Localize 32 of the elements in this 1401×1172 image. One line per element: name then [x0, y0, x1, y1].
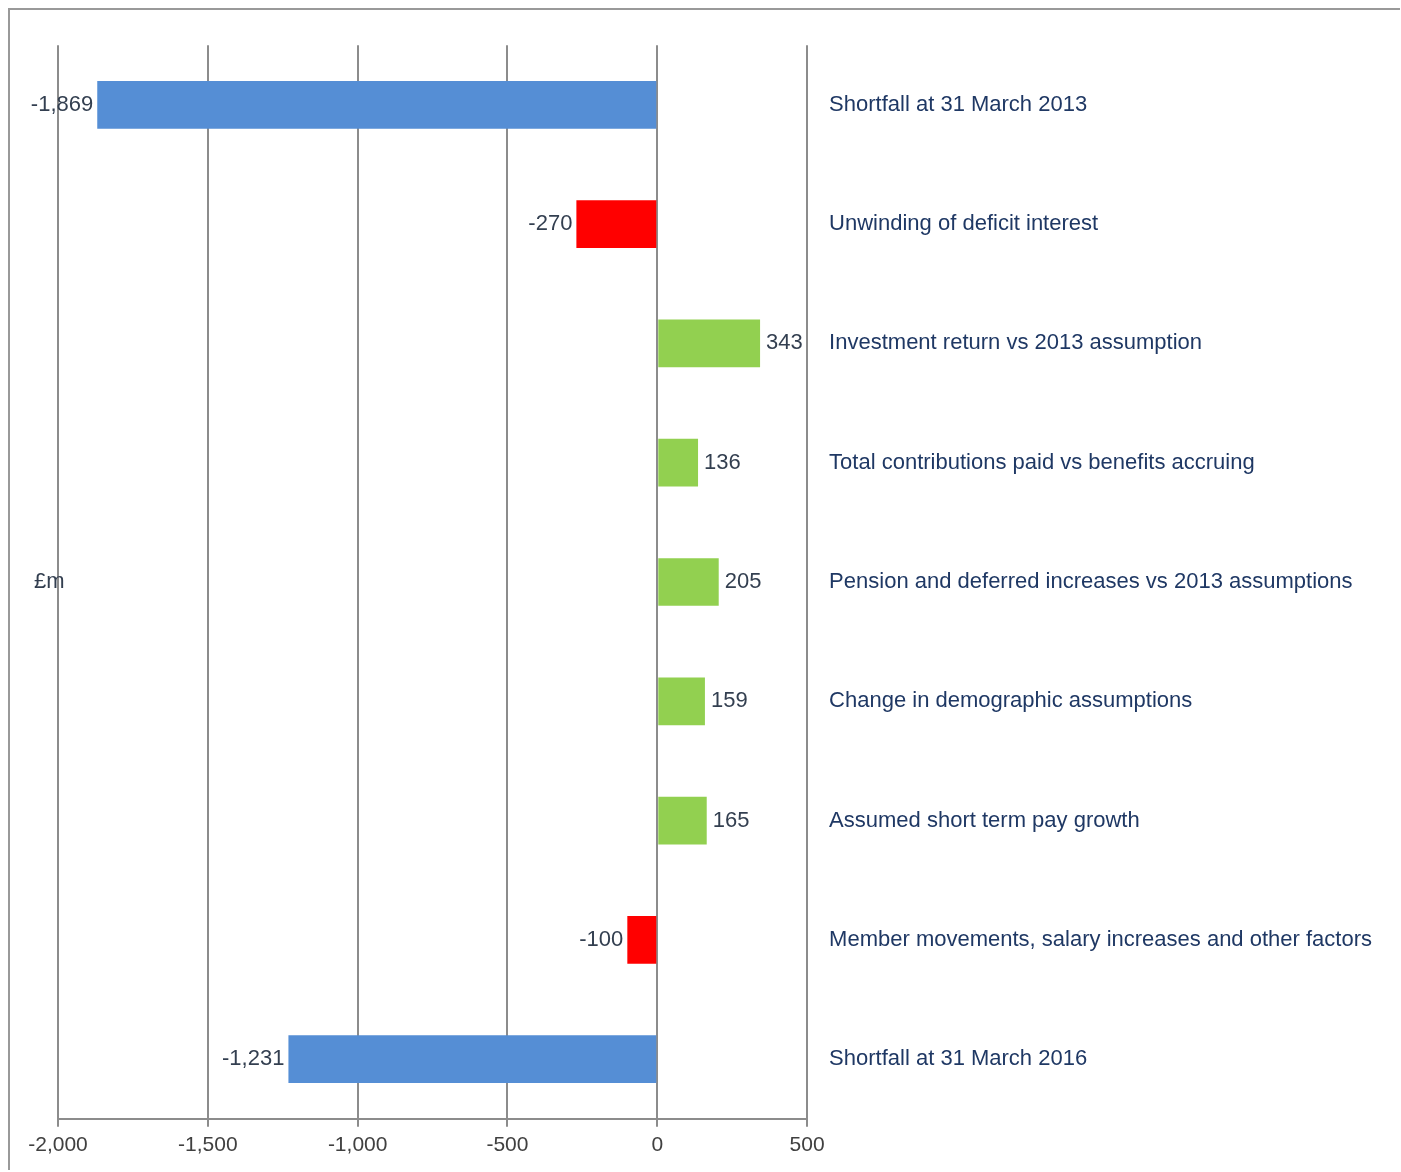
y-tick-label: Shortfall at 31 March 2013	[829, 90, 1088, 116]
x-tick-label: -2,000	[28, 1132, 88, 1156]
data-label: -100	[579, 925, 624, 951]
x-tick-label: 0	[651, 1132, 664, 1156]
bar	[658, 558, 719, 606]
data-label: 165	[712, 806, 750, 832]
x-tick-label: 500	[789, 1132, 825, 1156]
data-label: 205	[724, 568, 762, 594]
bar	[288, 1035, 657, 1084]
y-tick-label: Pension and deferred increases vs 2013 assumptions	[829, 568, 1353, 594]
y-tick-label: Investment return vs 2013 assumption	[829, 329, 1203, 355]
data-label: -270	[528, 210, 573, 236]
y-tick-label: Shortfall at 31 March 2016	[829, 1045, 1088, 1071]
bar	[627, 916, 657, 964]
bar	[658, 796, 707, 845]
y-tick-label: Change in demographic assumptions	[829, 687, 1193, 713]
data-label: 159	[710, 687, 748, 713]
bar	[658, 438, 699, 487]
data-label: -1,231	[222, 1045, 285, 1071]
bar	[658, 319, 761, 368]
y-tick-label: Unwinding of deficit interest	[829, 210, 1099, 236]
y-tick-label: Member movements, salary increases and other factors	[829, 925, 1372, 951]
y-tick-label: Total contributions paid vs benefits accruing	[829, 448, 1255, 474]
bar	[658, 677, 705, 726]
data-label: 136	[704, 448, 741, 474]
bar	[97, 80, 657, 129]
y-tick-label: Assumed short term pay growth	[829, 806, 1140, 832]
bar	[576, 200, 657, 248]
x-tick-label: -500	[486, 1132, 529, 1156]
x-tick-label: -1,500	[178, 1132, 238, 1156]
data-label: 343	[766, 329, 803, 355]
x-tick-label: -1,000	[327, 1132, 388, 1156]
